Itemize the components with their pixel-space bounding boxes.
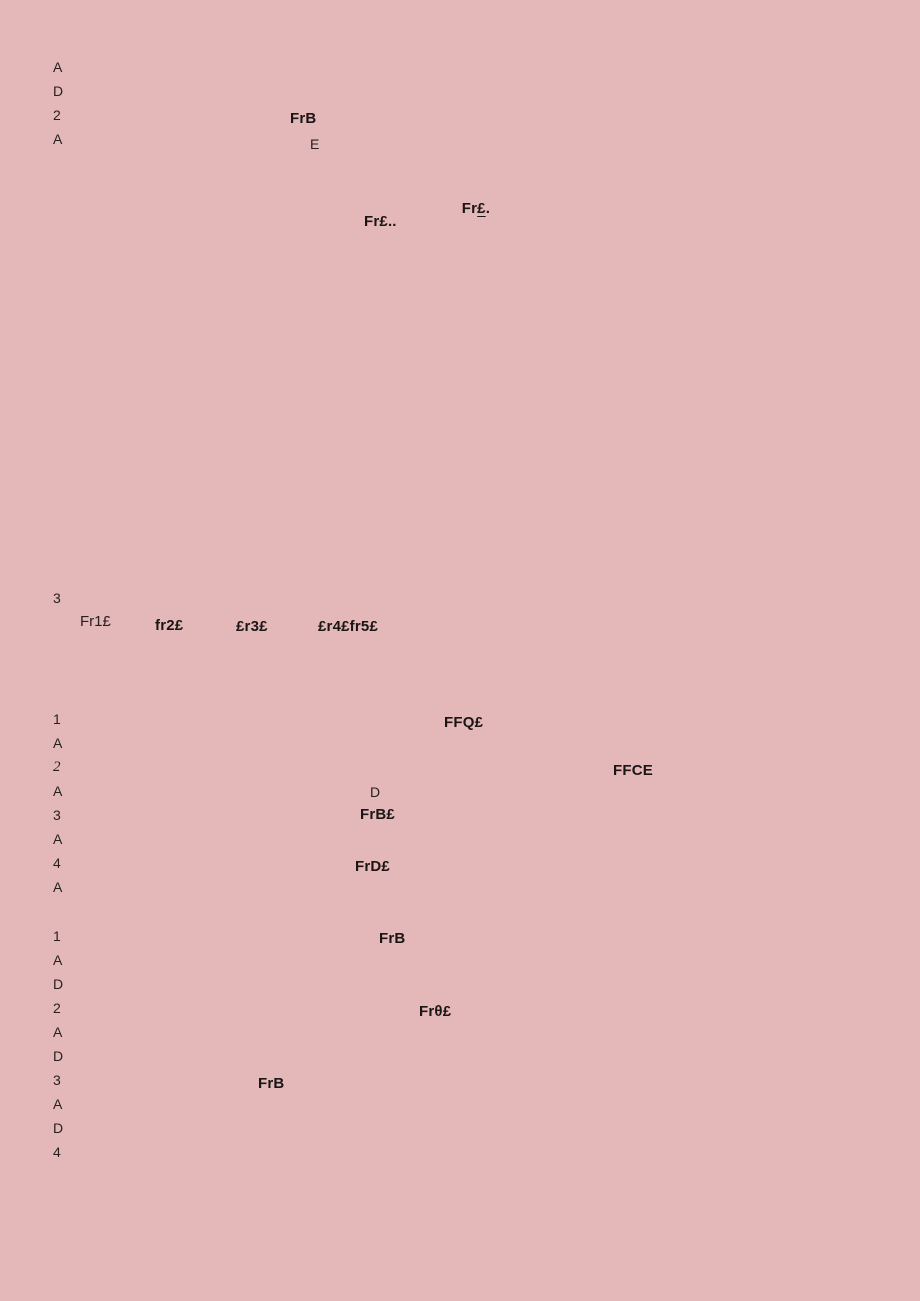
label-frb-s4-top: FrB [379,930,406,947]
label-fr3: £r3£ [236,618,268,635]
label-fr-pound-dots: Fr£.. [364,213,397,230]
list-item: A [53,1096,63,1112]
label-frtheta-pound: Frθ£ [419,1003,452,1020]
label-fr2: fr2£ [155,617,184,634]
label-mid-num: 3 [53,590,61,606]
list-item: D [53,1120,64,1136]
label-frb-top: FrB [290,110,317,127]
label-frb-pound: FrB£ [360,806,395,823]
label-part-underlined: £ [477,200,486,218]
list-item: 2 [53,107,61,123]
label-part: Fr [461,200,478,218]
list-item: A [53,952,63,968]
label-e: E [310,136,320,152]
list-item: A [53,1024,63,1040]
list-item: A [53,783,63,799]
section4-column: 1 A D 2 A D 3 A D 4 [53,924,63,1164]
list-item: D [53,83,64,99]
list-item: A [53,131,63,147]
list-item: A [53,735,63,751]
list-item: A [53,879,63,895]
list-item: D [53,976,64,992]
top-letter-column: A D 2 A [53,55,63,151]
label-fr45: £r4£fr5£ [318,618,378,635]
list-item: 1 [53,928,61,944]
label-part: . [485,200,491,218]
label-fr-pound-underlined: Fr£. [453,183,490,218]
section3-column: 1 A 2 A 3 A 4 A [53,707,62,899]
list-item: 4 [53,855,61,871]
list-item: 3 [53,807,61,823]
list-item: 2 [53,1000,61,1016]
label-fr1: Fr1£ [80,613,111,630]
label-frb-s4-mid: FrB [258,1075,285,1092]
list-item: 4 [53,1144,61,1160]
list-item: 1 [53,711,61,727]
list-item: D [53,1048,64,1064]
label-ffq: FFQ£ [444,714,484,731]
list-item: 3 [53,1072,61,1088]
label-ffce: FFCE [613,762,653,779]
label-d: D [370,784,381,800]
list-item: A [53,831,63,847]
list-item: 2 [53,759,61,775]
list-item: A [53,59,63,75]
label-frd-pound: FrD£ [355,858,390,875]
